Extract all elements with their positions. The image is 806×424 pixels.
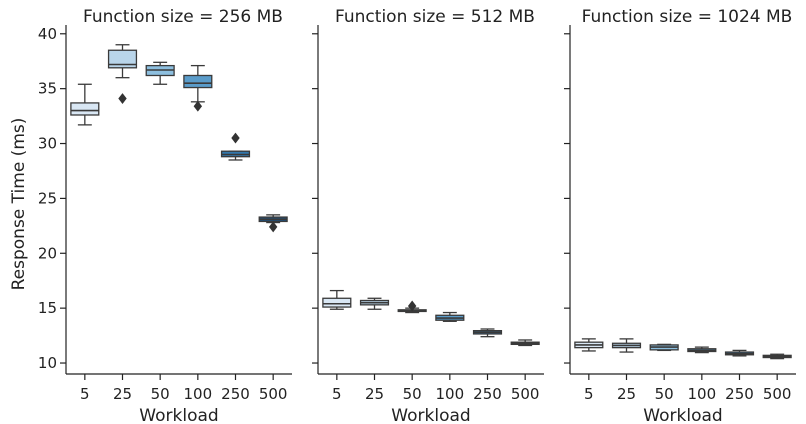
- panel-1-x-tick-label: 500: [259, 385, 288, 403]
- panel-1-x-axis-title: Workload: [139, 406, 218, 424]
- panel-3-x-axis-title: Workload: [643, 406, 722, 424]
- panel-1-x-tick-label: 5: [80, 385, 90, 403]
- panel-3-x-tick-label: 250: [725, 385, 754, 403]
- y-axis-title: Response Time (ms): [9, 118, 29, 291]
- y-tick-label: 20: [38, 244, 57, 262]
- y-tick-label: 30: [38, 135, 57, 153]
- y-tick-label: 10: [38, 354, 57, 372]
- panel-1-x-tick-label: 250: [221, 385, 250, 403]
- panel-1-x-tick-label: 50: [151, 385, 170, 403]
- panel-1-x-tick-label: 100: [184, 385, 213, 403]
- panel-3-x-tick-label: 500: [763, 385, 792, 403]
- panel-2-x-tick-label: 50: [403, 385, 422, 403]
- panel-2-title: Function size = 512 MB: [335, 7, 535, 27]
- y-tick-label: 15: [38, 299, 57, 317]
- panel-1-outlier: [118, 93, 127, 104]
- panel-2-x-tick-label: 5: [332, 385, 342, 403]
- panel-3-x-tick-label: 100: [688, 385, 717, 403]
- panel-1-outlier: [231, 132, 240, 144]
- panel-1-box-25: [107, 49, 138, 69]
- panel-1-title: Function size = 256 MB: [83, 7, 283, 27]
- panel-3-x-tick-label: 50: [655, 385, 674, 403]
- panel-1-box-5: [70, 102, 100, 116]
- panel-2-x-axis-title: Workload: [391, 406, 470, 424]
- panel-1-box-100: [183, 74, 213, 89]
- y-tick-label: 40: [38, 25, 57, 43]
- panel-3-x-tick-label: 25: [617, 385, 636, 403]
- panel-1-outlier: [193, 100, 203, 112]
- panel-1-x-tick-label: 25: [113, 385, 132, 403]
- panel-2-x-tick-label: 500: [511, 385, 540, 403]
- panel-2-x-tick-label: 250: [473, 385, 502, 403]
- panel-1-outlier: [268, 221, 278, 233]
- panel-2-x-tick-label: 25: [365, 385, 384, 403]
- y-tick-label: 25: [38, 189, 57, 207]
- panel-3-title: Function size = 1024 MB: [582, 7, 793, 27]
- panel-2-box-5: [322, 297, 352, 308]
- y-tick-label: 35: [38, 80, 57, 98]
- panel-3-x-tick-label: 5: [584, 385, 594, 403]
- panel-2-outlier: [407, 300, 417, 312]
- panel-2-x-tick-label: 100: [436, 385, 465, 403]
